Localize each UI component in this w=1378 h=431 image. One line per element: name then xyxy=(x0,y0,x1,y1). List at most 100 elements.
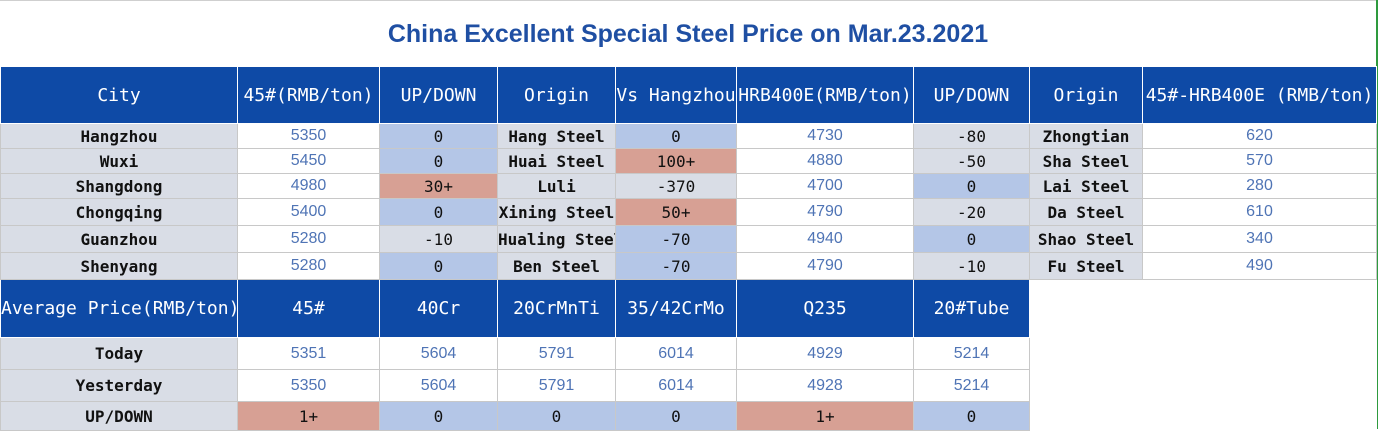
header-up-down: UP/DOWN xyxy=(379,66,498,124)
up-down-cell[interactable]: -10 xyxy=(379,225,498,253)
origin-cell[interactable]: Luli xyxy=(497,173,616,199)
origin-2-cell[interactable]: Fu Steel xyxy=(1029,252,1143,280)
header-row-2: Average Price(RMB/ton) 45# 40Cr 20CrMnTi… xyxy=(0,279,1377,338)
up-down-hrb-cell[interactable]: 0 xyxy=(913,173,1030,199)
vs-hangzhou-cell[interactable]: 100+ xyxy=(615,148,737,174)
up-down-hrb-cell[interactable]: -10 xyxy=(913,252,1030,280)
change-cell[interactable]: 0 xyxy=(497,401,616,431)
vs-hangzhou-cell[interactable]: -70 xyxy=(615,225,737,253)
origin-2-cell[interactable]: Sha Steel xyxy=(1029,148,1143,174)
value-cell[interactable]: 4929 xyxy=(736,337,914,370)
price-45-cell[interactable]: 5280 xyxy=(237,252,380,280)
row-label[interactable]: UP/DOWN xyxy=(0,401,238,431)
table-row: Shangdong 4980 30+ Luli -370 4700 0 Lai … xyxy=(0,173,1377,199)
price-45-cell[interactable]: 5400 xyxy=(237,198,380,226)
up-down-cell[interactable]: 0 xyxy=(379,198,498,226)
average-row-today: Today 5351 5604 5791 6014 4929 5214 xyxy=(0,337,1377,370)
city-cell[interactable]: Shangdong xyxy=(0,173,238,199)
table-row: Chongqing 5400 0 Xining Steel 50+ 4790 -… xyxy=(0,198,1377,226)
hrb-price-cell[interactable]: 4940 xyxy=(736,225,914,253)
up-down-hrb-cell[interactable]: 0 xyxy=(913,225,1030,253)
header-grade-40cr: 40Cr xyxy=(379,279,498,338)
up-down-cell[interactable]: 30+ xyxy=(379,173,498,199)
price-table: City 45#(RMB/ton) UP/DOWN Origin Vs Hang… xyxy=(0,66,1377,431)
up-down-cell[interactable]: 0 xyxy=(379,148,498,174)
difference-cell[interactable]: 610 xyxy=(1142,198,1377,226)
change-cell[interactable]: 0 xyxy=(913,401,1030,431)
hrb-price-cell[interactable]: 4880 xyxy=(736,148,914,174)
header-grade-35-42crmo: 35/42CrMo xyxy=(615,279,737,338)
value-cell[interactable]: 4928 xyxy=(736,369,914,402)
difference-cell[interactable]: 340 xyxy=(1142,225,1377,253)
origin-2-cell[interactable]: Da Steel xyxy=(1029,198,1143,226)
price-45-cell[interactable]: 5280 xyxy=(237,225,380,253)
city-cell[interactable]: Guanzhou xyxy=(0,225,238,253)
change-cell[interactable]: 0 xyxy=(615,401,737,431)
value-cell[interactable]: 5214 xyxy=(913,369,1030,402)
header-row-1: City 45#(RMB/ton) UP/DOWN Origin Vs Hang… xyxy=(0,66,1377,124)
difference-cell[interactable]: 490 xyxy=(1142,252,1377,280)
vs-hangzhou-cell[interactable]: 50+ xyxy=(615,198,737,226)
city-cell[interactable]: Shenyang xyxy=(0,252,238,280)
city-cell[interactable]: Hangzhou xyxy=(0,123,238,149)
origin-cell[interactable]: Ben Steel xyxy=(497,252,616,280)
row-label[interactable]: Yesterday xyxy=(0,369,238,402)
change-cell[interactable]: 1+ xyxy=(736,401,914,431)
up-down-hrb-cell[interactable]: -20 xyxy=(913,198,1030,226)
hrb-price-cell[interactable]: 4700 xyxy=(736,173,914,199)
origin-2-cell[interactable]: Lai Steel xyxy=(1029,173,1143,199)
header-city: City xyxy=(0,66,238,124)
origin-cell[interactable]: Huai Steel xyxy=(497,148,616,174)
value-cell[interactable]: 5604 xyxy=(379,369,498,402)
vs-hangzhou-cell[interactable]: -370 xyxy=(615,173,737,199)
origin-2-cell[interactable]: Shao Steel xyxy=(1029,225,1143,253)
header-grade-q235: Q235 xyxy=(736,279,914,338)
vs-hangzhou-cell[interactable]: -70 xyxy=(615,252,737,280)
up-down-hrb-cell[interactable]: -80 xyxy=(913,123,1030,149)
table-row: Hangzhou 5350 0 Hang Steel 0 4730 -80 Zh… xyxy=(0,123,1377,149)
up-down-cell[interactable]: 0 xyxy=(379,252,498,280)
value-cell[interactable]: 5350 xyxy=(237,369,380,402)
header-origin-2: Origin xyxy=(1029,66,1143,124)
vs-hangzhou-cell[interactable]: 0 xyxy=(615,123,737,149)
origin-cell[interactable]: Hang Steel xyxy=(497,123,616,149)
city-cell[interactable]: Wuxi xyxy=(0,148,238,174)
value-cell[interactable]: 5351 xyxy=(237,337,380,370)
header-difference: 45#-HRB400E (RMB/ton) xyxy=(1142,66,1377,124)
value-cell[interactable]: 5214 xyxy=(913,337,1030,370)
header-grade-20crmnti: 20CrMnTi xyxy=(497,279,616,338)
up-down-cell[interactable]: 0 xyxy=(379,123,498,149)
origin-cell[interactable]: Xining Steel xyxy=(497,198,616,226)
difference-cell[interactable]: 570 xyxy=(1142,148,1377,174)
value-cell[interactable]: 5791 xyxy=(497,337,616,370)
hrb-price-cell[interactable]: 4790 xyxy=(736,252,914,280)
price-45-cell[interactable]: 5450 xyxy=(237,148,380,174)
header-average-price: Average Price(RMB/ton) xyxy=(0,279,238,338)
value-cell[interactable]: 6014 xyxy=(615,369,737,402)
change-cell[interactable]: 1+ xyxy=(237,401,380,431)
hrb-price-cell[interactable]: 4730 xyxy=(736,123,914,149)
city-cell[interactable]: Chongqing xyxy=(0,198,238,226)
value-cell[interactable]: 5791 xyxy=(497,369,616,402)
header-45-price: 45#(RMB/ton) xyxy=(237,66,380,124)
row-label[interactable]: Today xyxy=(0,337,238,370)
difference-cell[interactable]: 620 xyxy=(1142,123,1377,149)
origin-2-cell[interactable]: Zhongtian xyxy=(1029,123,1143,149)
table-row: Guanzhou 5280 -10 Hualing Steel -70 4940… xyxy=(0,225,1377,253)
table-row: Shenyang 5280 0 Ben Steel -70 4790 -10 F… xyxy=(0,252,1377,280)
difference-cell[interactable]: 280 xyxy=(1142,173,1377,199)
table-row: Wuxi 5450 0 Huai Steel 100+ 4880 -50 Sha… xyxy=(0,148,1377,174)
value-cell[interactable]: 5604 xyxy=(379,337,498,370)
sheet-title: China Excellent Special Steel Price on M… xyxy=(0,0,1376,68)
origin-cell[interactable]: Hualing Steel xyxy=(497,225,616,253)
value-cell[interactable]: 6014 xyxy=(615,337,737,370)
up-down-hrb-cell[interactable]: -50 xyxy=(913,148,1030,174)
hrb-price-cell[interactable]: 4790 xyxy=(736,198,914,226)
header-hrb400e-price: HRB400E(RMB/ton) xyxy=(736,66,914,124)
header-up-down-2: UP/DOWN xyxy=(913,66,1030,124)
average-row-yesterday: Yesterday 5350 5604 5791 6014 4928 5214 xyxy=(0,369,1377,402)
price-45-cell[interactable]: 5350 xyxy=(237,123,380,149)
change-cell[interactable]: 0 xyxy=(379,401,498,431)
price-45-cell[interactable]: 4980 xyxy=(237,173,380,199)
